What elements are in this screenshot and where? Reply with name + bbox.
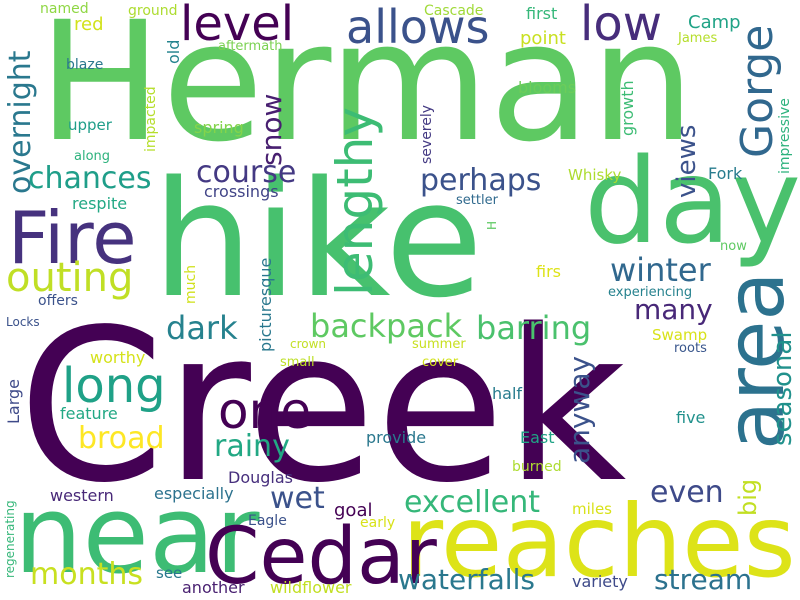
word: stream [654,563,753,596]
word: spring [194,118,244,137]
word: anyway [563,355,596,464]
word: especially [154,484,234,503]
word: even [650,475,724,510]
word: Camp [688,12,741,33]
word: much [183,264,199,304]
word: Locks [6,315,40,329]
word: roots [674,341,707,356]
word: rainy [214,429,290,464]
word: winter [610,251,711,289]
word: overnight [3,50,38,194]
word: first [526,4,558,23]
word: respite [72,194,128,213]
word: Whisky [568,166,622,184]
word: Cascade [424,3,484,19]
word: Large [4,378,23,424]
word: backpack [310,307,463,345]
word: lengthy [326,107,384,296]
word: another [182,578,245,597]
word: day [584,132,800,270]
word: Fire [8,196,137,280]
word: experiencing [608,285,693,300]
word: Gorge [732,24,783,158]
word: Douglas [228,468,293,487]
word: named [40,1,89,17]
word: five [676,408,706,427]
word: Swamp [652,326,708,344]
word: Eagle [248,513,287,529]
word: picturesque [256,257,275,352]
word: now [720,239,747,254]
word: reaches [402,483,796,600]
word: crossings [204,182,279,201]
word: regenerating [3,500,17,578]
word: miles [572,500,612,518]
word: snow [255,93,288,166]
word: views [672,124,702,198]
word: barring [476,309,592,347]
word: near [14,473,260,598]
word: feature [60,404,118,423]
word: allows [346,0,490,54]
word: along [74,149,111,164]
word: excellent [404,485,541,520]
word: perhaps [420,163,542,198]
word: summer [412,337,466,352]
word: settler [456,193,498,208]
word: severely [419,104,435,164]
word: course [196,155,297,190]
word: see [156,564,183,582]
word: chances [28,161,152,196]
word: outing [6,255,134,301]
word: low [580,0,662,52]
word: broad [78,421,165,456]
word: level [180,0,295,52]
word: variety [572,572,628,591]
word: offers [38,293,78,309]
word: aftermath [218,39,283,54]
word: crown [290,337,327,351]
word: impressive [777,98,793,174]
word: half [492,384,523,403]
word: provide [366,428,427,447]
word: point [520,28,566,49]
word: Cedar [205,512,437,600]
word: months [30,557,143,592]
word: impacted [143,86,159,152]
word: red [74,14,104,35]
word: big [734,478,762,516]
word: ground [128,3,178,19]
word: one [218,382,312,440]
word: many [634,293,713,326]
word: small [280,355,315,370]
word: Fork [708,164,743,183]
word: upper [68,116,112,134]
word: cover [422,355,459,370]
word: firs [536,262,561,281]
word: early [360,515,396,531]
word: waterfalls [398,563,535,596]
word: blooms [518,78,577,97]
word: dark [166,309,238,347]
word: goal [334,500,373,521]
word: burned [512,459,562,475]
word: old [164,39,183,64]
word: hike [152,146,484,333]
word: wet [270,481,325,516]
word: long [62,358,166,414]
word: James [678,31,718,46]
word: H [485,220,499,230]
word: worthy [90,348,146,367]
word: western [50,486,114,505]
word: Creek [18,284,627,529]
word: East [520,428,555,447]
word: wildflower [270,578,352,597]
word: growth [618,80,637,136]
word: seasonal [768,331,798,446]
word: blaze [66,57,104,73]
word: Herman [38,0,695,178]
